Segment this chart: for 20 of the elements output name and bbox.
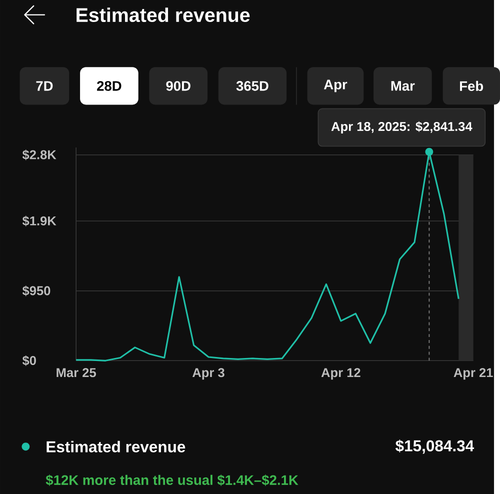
- text: Apr: [324, 80, 348, 92]
- y-tick-label: $950: [22, 286, 50, 296]
- text: $12K more than the usual $1.4K–$2.1K: [46, 474, 298, 486]
- text: 90D: [166, 81, 190, 91]
- x-tick-label: Apr 3: [192, 368, 224, 380]
- chart-title: Estimated revenue: [76, 8, 250, 22]
- text: 28D: [97, 81, 122, 91]
- annotation: Apr 18, 2025: $2,841.34: [331, 121, 472, 134]
- x-tick-label: Mar 25: [56, 368, 96, 378]
- y-tick-label: $2.8K: [22, 150, 56, 160]
- x-tick-label: Apr 21: [454, 368, 493, 380]
- text: 365D: [236, 81, 268, 91]
- text: Mar: [391, 81, 415, 91]
- x-tick-label: Apr 12: [321, 368, 360, 380]
- text: $15,084.34: [395, 440, 474, 454]
- text: 7D: [36, 81, 53, 91]
- y-tick-label: $0: [22, 355, 36, 366]
- y-tick-label: $1.9K: [22, 216, 56, 226]
- legend-label: Estimated revenue: [46, 440, 186, 452]
- text: Feb: [460, 80, 484, 91]
